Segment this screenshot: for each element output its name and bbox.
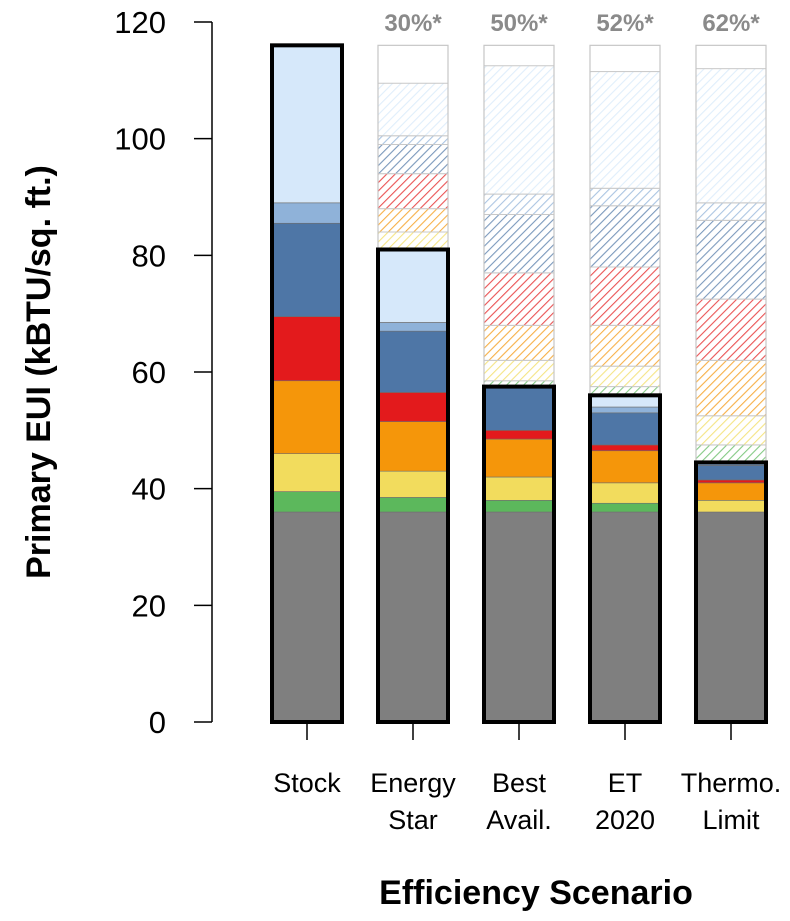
hatched-segment (589, 187, 661, 207)
hatched-segment (377, 231, 449, 250)
x-axis-labels: Stock Energy Star Best Avail. ET 2020 Thermo. Li… (273, 722, 781, 835)
bar-segment (483, 430, 555, 440)
bar-segment (589, 450, 661, 484)
bar-segment (589, 511, 661, 723)
hatched-segment (377, 82, 449, 137)
hatched-segment (377, 173, 449, 210)
y-tick-label: 20 (132, 588, 166, 623)
bar-segment (271, 45, 343, 204)
bar-segment (271, 453, 343, 492)
bars-layer: 30%* 50%* 52%* 62%* (270, 10, 768, 725)
bar-segment (695, 482, 767, 501)
bar-segment (377, 249, 449, 323)
x-tick-label: Stock (273, 768, 341, 798)
hatched-segment (589, 365, 661, 388)
x-tick-label: 2020 (595, 805, 655, 835)
bar-segment (271, 511, 343, 723)
bar-segment (271, 380, 343, 454)
hatched-segment (695, 219, 767, 300)
savings-label: 52%* (596, 10, 654, 37)
hatched-segment (695, 444, 767, 463)
hatched-segment (589, 71, 661, 189)
hatched-segment (483, 272, 555, 326)
bar-segment (377, 421, 449, 472)
bar-segment (271, 491, 343, 513)
bar-segment (271, 222, 343, 317)
savings-label: 62%* (702, 10, 760, 37)
bar-segment (695, 479, 767, 484)
hatched-segment (589, 205, 661, 268)
hatched-segment (483, 324, 555, 361)
bar-segment (695, 465, 767, 481)
savings-label: 30%* (384, 10, 442, 37)
bar-segment (483, 500, 555, 513)
bar-segment (377, 330, 449, 393)
bar-segment (483, 386, 555, 431)
bar-segment (589, 502, 661, 513)
y-tick-label: 60 (132, 355, 166, 390)
bar-segment (271, 316, 343, 382)
y-tick-label: 80 (132, 238, 166, 273)
bar-segment (377, 497, 449, 513)
hatched-segment (589, 324, 661, 367)
hatched-segment (483, 214, 555, 274)
bar-segment (377, 392, 449, 422)
x-tick-label: Thermo. (681, 768, 782, 798)
x-tick-label: ET (608, 768, 643, 798)
hatched-segment (377, 144, 449, 175)
bar-segment (483, 438, 555, 478)
hatched-segment (695, 359, 767, 417)
bar-segment (271, 202, 343, 224)
hatched-segment (377, 208, 449, 233)
x-tick-label: Star (388, 805, 438, 835)
bar-segment (483, 476, 555, 501)
bar-segment (695, 500, 767, 513)
hatched-segment (695, 298, 767, 361)
y-axis: 0 20 40 60 80 100 120 (114, 5, 213, 740)
bar-segment (589, 406, 661, 414)
hatched-segment (695, 202, 767, 221)
hatched-segment (377, 135, 449, 145)
x-tick-label: Energy (370, 768, 456, 798)
y-axis-title: Primary EUI (kBTU/sq. ft.) (20, 165, 58, 579)
hatched-segment (589, 266, 661, 326)
y-tick-label: 40 (132, 472, 166, 507)
y-tick-label: 0 (149, 705, 166, 740)
hatched-segment (695, 68, 767, 204)
x-axis-title: Efficiency Scenario (379, 874, 693, 912)
x-tick-label: Best (492, 768, 547, 798)
bar-segment (377, 322, 449, 332)
bar-segment (377, 511, 449, 723)
bar-segment (695, 511, 767, 723)
x-tick-label: Limit (702, 805, 760, 835)
hatched-segment (483, 193, 555, 215)
bar-segment (377, 470, 449, 498)
bar-segment (483, 511, 555, 723)
bar-segment (589, 482, 661, 504)
bar-segment (589, 444, 661, 452)
hatched-segment (483, 359, 555, 382)
x-tick-label: Avail. (486, 805, 552, 835)
y-tick-label: 120 (114, 5, 166, 40)
hatched-segment (483, 65, 555, 195)
bar-segment (589, 412, 661, 446)
hatched-segment (695, 415, 767, 446)
savings-label: 50%* (490, 10, 548, 37)
y-tick-label: 100 (114, 122, 166, 157)
